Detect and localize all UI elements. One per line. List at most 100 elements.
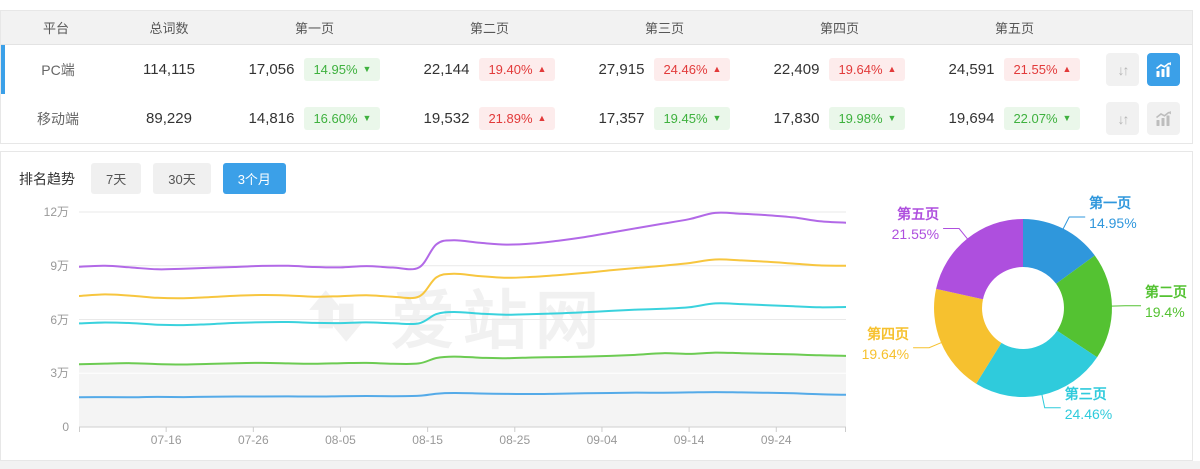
- trend-arrow-icon: ▲: [887, 64, 897, 74]
- table-header-row: 平台 总词数 第一页 第二页 第三页 第四页 第五页: [1, 11, 1192, 45]
- page-1-cell: 17,056 14.95% ▼: [227, 58, 402, 81]
- donut-label-第四页: 第四页 19.64%: [861, 325, 910, 362]
- change-badge: 24.46% ▲: [654, 58, 731, 81]
- trend-line-chart[interactable]: [79, 202, 846, 442]
- table-row-pc[interactable]: PC端 114,115 17,056 14.95% ▼ 22,144 19.40%…: [1, 45, 1192, 94]
- donut-chart[interactable]: [857, 180, 1197, 462]
- y-axis-label: 12万: [43, 205, 69, 219]
- donut-label-第二页: 第二页 19.4%: [1144, 283, 1187, 320]
- y-axis-label: 6万: [50, 312, 69, 327]
- section-title: 排名趋势: [19, 170, 75, 187]
- trend-line-第三页: [79, 302, 846, 327]
- change-badge: 19.64% ▲: [829, 58, 906, 81]
- page-distribution-donut[interactable]: 第一页 14.95% 第二页 19.4% 第三页 24.46% 第四页 19.64% 第五页 21…: [857, 180, 1197, 462]
- platform-name: PC端: [41, 61, 75, 78]
- header-platform: 平台: [42, 21, 69, 36]
- donut-slice-第四页: [934, 288, 1002, 384]
- sort-button[interactable]: ↓↑: [1106, 102, 1139, 135]
- platform-name: 移动端: [37, 110, 79, 127]
- change-percent: 21.55%: [1013, 62, 1058, 77]
- donut-slice-第一页: [1023, 219, 1095, 284]
- trend-arrow-icon: ▼: [1062, 113, 1072, 123]
- bar-chart-icon: [1156, 110, 1171, 126]
- total-words-value: 114,115: [143, 61, 195, 78]
- change-percent: 22.07%: [1013, 111, 1058, 126]
- page-count: 17,357: [598, 110, 645, 127]
- donut-label-第五页: 第五页 21.55%: [891, 206, 940, 243]
- page-count: 14,816: [248, 110, 295, 127]
- donut-slice-第二页: [1056, 255, 1112, 358]
- range-button-3m[interactable]: 3个月: [222, 163, 286, 194]
- page-5-cell: 19,694 22.07% ▼: [927, 107, 1102, 130]
- change-badge: 14.95% ▼: [304, 58, 381, 81]
- header-page-1: 第一页: [294, 21, 334, 36]
- donut-label-第一页: 第一页 14.95%: [1089, 195, 1137, 232]
- donut-label-第三页: 第三页 24.46%: [1064, 385, 1113, 422]
- change-percent: 19.64%: [838, 62, 883, 77]
- change-badge: 21.89% ▲: [479, 107, 556, 130]
- row-actions: ↓↑: [1102, 102, 1192, 135]
- sort-arrows-icon: ↓↑: [1117, 110, 1130, 127]
- trend-arrow-icon: ▼: [362, 113, 372, 123]
- range-button-7d[interactable]: 7天: [91, 163, 142, 194]
- sort-arrows-icon: ↓↑: [1117, 61, 1130, 78]
- page-count: 19,532: [423, 110, 470, 127]
- header-page-5: 第五页: [994, 21, 1034, 36]
- trend-arrow-icon: ▼: [362, 64, 372, 74]
- trend-arrow-icon: ▼: [712, 113, 722, 123]
- page-count: 27,915: [598, 61, 645, 78]
- trend-line-第五页: [79, 211, 846, 271]
- change-badge: 19.40% ▲: [479, 58, 556, 81]
- trend-panel: 排名趋势 7天 30天 3个月 爱站网 0 3万 6万 9万 12万 07-16 07-26…: [0, 151, 1193, 461]
- bar-chart-icon: [1156, 61, 1171, 77]
- change-percent: 19.40%: [488, 62, 533, 77]
- donut-slice-第三页: [976, 330, 1098, 397]
- page-count: 19,694: [948, 110, 995, 127]
- page-1-cell: 14,816 16.60% ▼: [227, 107, 402, 130]
- page-4-cell: 17,830 19.98% ▼: [752, 107, 927, 130]
- page-count: 17,056: [248, 61, 295, 78]
- trend-arrow-icon: ▲: [537, 113, 547, 123]
- trend-chart-button[interactable]: [1147, 53, 1180, 86]
- trend-arrow-icon: ▲: [712, 64, 722, 74]
- page-2-cell: 19,532 21.89% ▲: [402, 107, 577, 130]
- trend-chart-button[interactable]: [1147, 102, 1180, 135]
- header-page-4: 第四页: [819, 21, 859, 36]
- page-5-cell: 24,591 21.55% ▲: [927, 58, 1102, 81]
- header-page-3: 第三页: [644, 21, 684, 36]
- sort-button[interactable]: ↓↑: [1106, 53, 1139, 86]
- page-count: 22,144: [423, 61, 470, 78]
- page-count: 24,591: [948, 61, 995, 78]
- change-badge: 22.07% ▼: [1004, 107, 1081, 130]
- trend-line-第四页: [79, 258, 846, 300]
- page-3-cell: 17,357 19.45% ▼: [577, 107, 752, 130]
- donut-slice-第五页: [936, 219, 1023, 300]
- page-background: [0, 461, 1200, 469]
- trend-line-第一页: [79, 391, 846, 399]
- change-badge: 16.60% ▼: [304, 107, 381, 130]
- change-percent: 19.98%: [838, 111, 883, 126]
- table-row-mobile[interactable]: 移动端 89,229 14,816 16.60% ▼ 19,532 21.89% ▲…: [1, 94, 1192, 143]
- trend-arrow-icon: ▲: [537, 64, 547, 74]
- page-count: 17,830: [773, 110, 820, 127]
- y-axis-label: 0: [62, 420, 69, 434]
- trend-arrow-icon: ▲: [1062, 64, 1072, 74]
- page-3-cell: 27,915 24.46% ▲: [577, 58, 752, 81]
- keyword-ranking-table: 平台 总词数 第一页 第二页 第三页 第四页 第五页 PC端 114,115 1…: [0, 10, 1193, 144]
- header-total-words: 总词数: [149, 21, 189, 36]
- change-percent: 21.89%: [488, 111, 533, 126]
- y-axis-label: 3万: [50, 366, 69, 381]
- change-percent: 14.95%: [313, 62, 358, 77]
- total-words-value: 89,229: [146, 110, 192, 127]
- header-page-2: 第二页: [469, 21, 509, 36]
- change-percent: 24.46%: [663, 62, 708, 77]
- trend-toolbar: 排名趋势 7天 30天 3个月: [1, 152, 1192, 194]
- range-button-30d[interactable]: 30天: [153, 163, 211, 194]
- trend-line-第二页: [79, 351, 846, 366]
- page-count: 22,409: [773, 61, 820, 78]
- change-badge: 21.55% ▲: [1004, 58, 1081, 81]
- y-axis-label: 9万: [50, 258, 69, 273]
- change-percent: 16.60%: [313, 111, 358, 126]
- change-badge: 19.45% ▼: [654, 107, 731, 130]
